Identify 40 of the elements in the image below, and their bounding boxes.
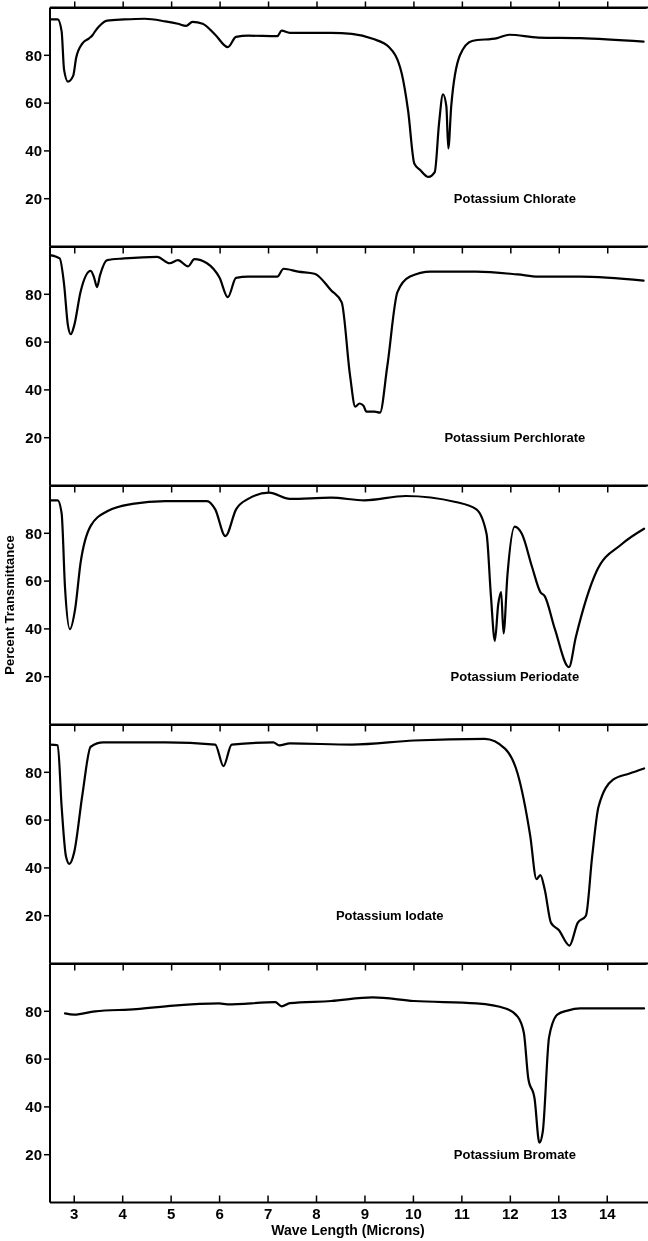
y-tick-label: 80 [25,763,42,781]
y-tick-label: 20 [25,667,42,685]
y-axis-title: Percent Transmittance [2,535,17,675]
y-tick-label: 80 [25,285,42,303]
y-tick-label: 80 [25,1002,42,1020]
y-tick-label: 40 [25,859,42,877]
series-label: Potassium Periodate [450,669,580,685]
x-tick-label: 14 [598,1204,617,1222]
y-tick-label: 20 [25,428,42,446]
y-tick-label: 20 [25,1145,42,1163]
line-series [63,996,646,1144]
y-tick-label: 40 [25,620,42,638]
x-tick-label: 5 [166,1204,176,1222]
x-tick-label: 9 [360,1204,370,1222]
y-tick-label: 20 [25,189,42,207]
y-tick-label: 60 [25,333,42,351]
x-axis-title: Wave Length (Microns) [271,1221,425,1238]
x-tick-label: 13 [550,1204,568,1222]
y-tick-label: 60 [25,811,42,829]
x-tick-label: 12 [501,1204,519,1222]
y-tick-label: 60 [25,94,42,112]
y-tick-label: 60 [25,572,42,590]
text: Potassium Chlorate [453,191,576,207]
text: Potassium Bromate [453,1147,576,1163]
y-tick-label: 80 [25,524,42,542]
x-tick-label: 10 [405,1204,422,1222]
x-tick-label: 4 [118,1204,128,1222]
y-tick-label: 80 [25,46,42,64]
y-tick-label: 40 [25,142,42,160]
y-tick-label: 60 [25,1050,42,1068]
y-tick-label: 20 [25,906,42,924]
x-tick-label: 8 [312,1204,321,1222]
x-tick-label: 7 [263,1204,273,1222]
y-tick-label: 40 [25,1098,42,1116]
y-tick-label: 40 [25,381,42,399]
text: Potassium Perchlorate [444,430,586,446]
x-tick-label: 6 [215,1204,224,1222]
text: Potassium Iodate [335,908,444,924]
x-tick-label: 11 [453,1204,470,1222]
x-tick-label: 3 [70,1204,79,1222]
